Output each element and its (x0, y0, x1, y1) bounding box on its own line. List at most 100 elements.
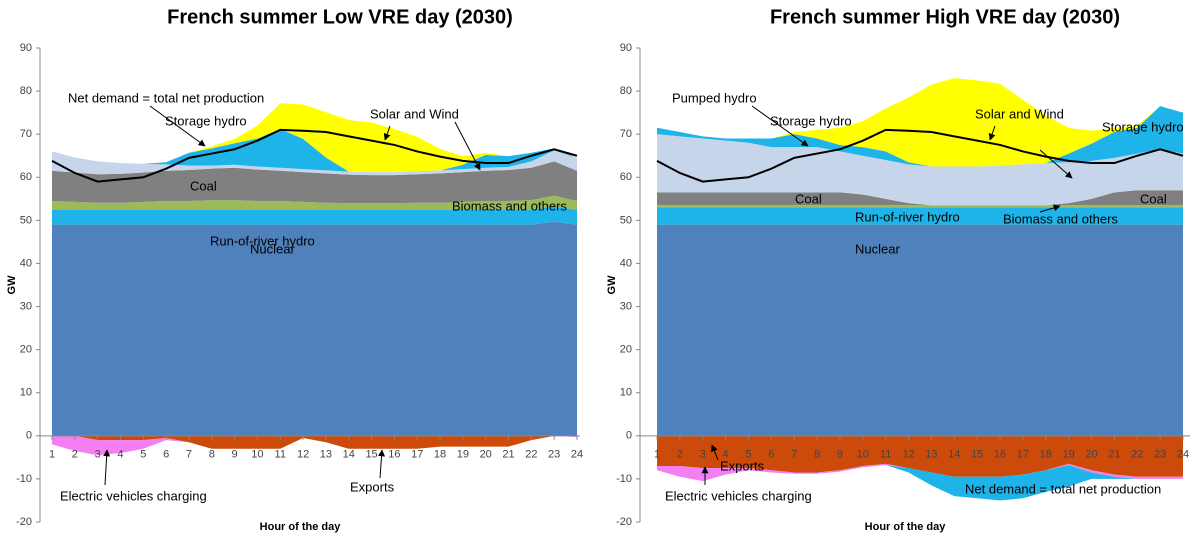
series-label: Solar and Wind (975, 106, 1064, 121)
x-tick-label: 23 (548, 449, 560, 461)
x-tick-label: 2 (72, 449, 78, 461)
series-label: Run-of-river hydro (210, 233, 315, 248)
net-demand-line (51, 128, 578, 183)
x-tick-label: 21 (502, 449, 514, 461)
y-tick-label: 40 (620, 257, 632, 269)
x-tick-label: 11 (880, 449, 891, 461)
y-tick-label: 80 (620, 85, 632, 97)
chart-title: French summer High VRE day (2030) (770, 6, 1120, 28)
x-tick-label: 14 (343, 449, 355, 461)
x-tick-label: 12 (297, 449, 309, 461)
annotation-arrow (1039, 149, 1073, 179)
y-tick-label: 70 (620, 128, 632, 140)
x-tick-label: 3 (95, 449, 101, 461)
x-tick-label: 6 (163, 449, 169, 461)
area-segment (52, 206, 577, 225)
series-label: Net demand = total net production (68, 90, 264, 105)
x-tick-label: 24 (1177, 449, 1189, 461)
series-label: Storage hydro (1102, 119, 1184, 134)
x-tick-label: 7 (186, 449, 192, 461)
x-tick-label: 10 (251, 449, 263, 461)
area-segment (52, 103, 577, 173)
area-segment (52, 161, 577, 204)
y-tick-label: -10 (16, 473, 32, 485)
y-tick-label: 10 (20, 387, 32, 399)
y-axis-title: GW (606, 275, 618, 295)
y-tick-label: 80 (20, 85, 32, 97)
annotation-arrow (1039, 204, 1061, 213)
series-label: Storage hydro (770, 113, 852, 128)
x-tick-label: 17 (411, 449, 423, 461)
area-segment (657, 134, 1183, 206)
annotation-arrow (378, 449, 386, 479)
area-segment (657, 78, 1183, 167)
x-tick-label: 5 (140, 449, 146, 461)
y-tick-label: 60 (620, 171, 632, 183)
y-tick-label: -20 (616, 516, 632, 528)
x-tick-label: 21 (1108, 449, 1120, 461)
x-tick-label: 18 (434, 449, 446, 461)
y-tick-label: 90 (20, 42, 32, 54)
x-tick-label: 22 (525, 449, 537, 461)
y-tick-label: 60 (20, 171, 32, 183)
x-tick-label: 11 (275, 449, 286, 461)
series-label: Biomass and others (1003, 211, 1118, 226)
x-tick-label: 17 (1017, 449, 1029, 461)
x-tick-label: 15 (971, 449, 983, 461)
series-label: Coal (1140, 191, 1167, 206)
x-tick-label: 20 (1085, 449, 1097, 461)
series-label: Exports (720, 458, 765, 473)
x-tick-label: 19 (1063, 449, 1075, 461)
area-segment (52, 221, 577, 436)
area-segment (657, 465, 1183, 501)
x-axis-title: Hour of the day (865, 521, 947, 533)
x-tick-label: 16 (994, 449, 1006, 461)
y-tick-label: 10 (620, 387, 632, 399)
series-label: Storage hydro (165, 113, 247, 128)
annotation-arrow (988, 125, 996, 141)
x-tick-label: 9 (837, 449, 843, 461)
x-tick-label: 5 (745, 449, 751, 461)
area-segment (657, 190, 1183, 206)
annotation-arrow (383, 125, 391, 141)
area-segment (657, 224, 1183, 436)
y-tick-label: 90 (620, 42, 632, 54)
x-tick-label: 22 (1131, 449, 1143, 461)
annotation-arrow (103, 449, 111, 486)
x-tick-label: 4 (117, 449, 123, 461)
x-tick-label: 1 (654, 449, 660, 461)
series-label: Nuclear (855, 241, 900, 256)
y-tick-label: 20 (620, 344, 632, 356)
series-label: Nuclear (250, 241, 295, 256)
chart-title: French summer Low VRE day (2030) (167, 6, 513, 28)
area-segment (657, 205, 1183, 208)
series-label: Electric vehicles charging (665, 488, 812, 503)
x-tick-label: 16 (388, 449, 400, 461)
x-tick-label: 8 (814, 449, 820, 461)
x-tick-label: 2 (677, 449, 683, 461)
x-tick-label: 24 (571, 449, 583, 461)
y-tick-label: 20 (20, 344, 32, 356)
y-tick-label: 30 (20, 300, 32, 312)
series-label: Coal (795, 191, 822, 206)
x-tick-label: 8 (209, 449, 215, 461)
area-segment (657, 207, 1183, 225)
area-segment (657, 435, 1183, 477)
x-tick-label: 18 (1040, 449, 1052, 461)
annotation-arrow (454, 121, 481, 171)
x-tick-label: 14 (948, 449, 960, 461)
x-tick-label: 6 (768, 449, 774, 461)
series-label: Exports (350, 479, 395, 494)
x-tick-label: 12 (902, 449, 914, 461)
y-tick-label: 0 (626, 430, 632, 442)
x-tick-label: 9 (232, 449, 238, 461)
y-axis-title: GW (6, 275, 18, 295)
series-label: Net demand = total net production (965, 481, 1161, 496)
x-tick-label: 23 (1154, 449, 1166, 461)
annotation-arrow (149, 105, 206, 147)
x-tick-label: 3 (700, 449, 706, 461)
x-tick-label: 4 (723, 449, 729, 461)
series-label: Coal (190, 178, 217, 193)
